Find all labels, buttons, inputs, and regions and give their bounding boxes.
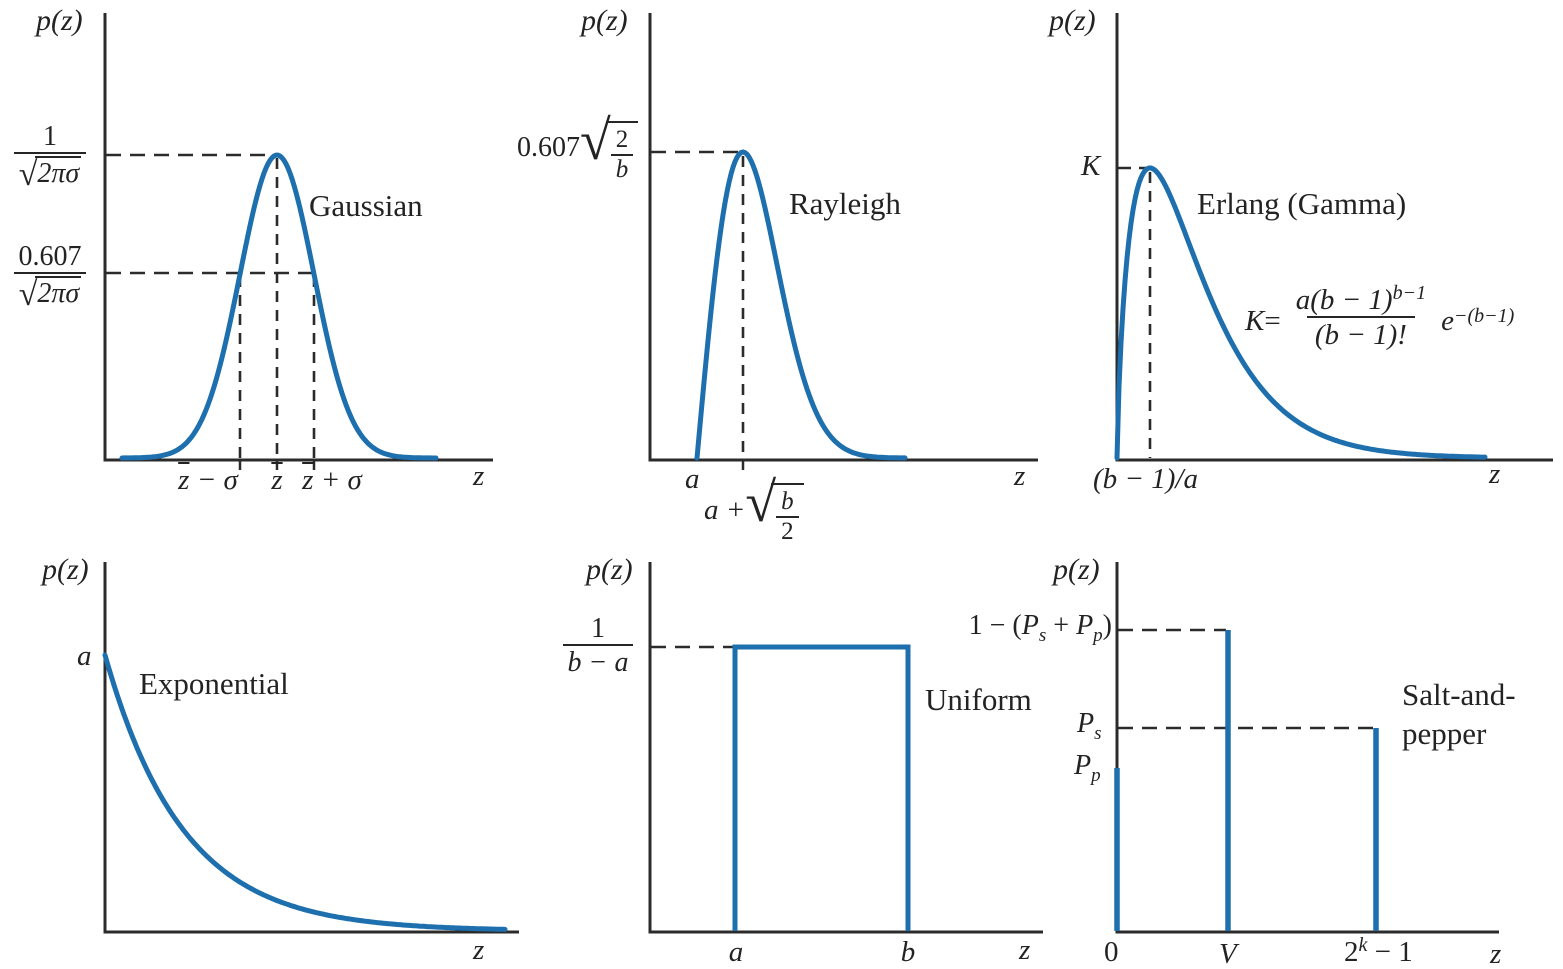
formula-lhs: K [1245, 305, 1265, 337]
uniform-ytick-height: 1 b − a [548, 613, 648, 678]
prefix: a + [704, 494, 746, 526]
gaussian-curve [119, 152, 439, 461]
salt-xtick-V: V [1219, 938, 1237, 969]
fraction-denominator: b [610, 153, 634, 184]
salt-curve-label-line1: Salt-and- [1402, 677, 1516, 712]
fraction-numerator: 1 [43, 121, 57, 152]
salt-xaxis-title: z [1490, 938, 1502, 969]
rayleigh-curve-label: Rayleigh [789, 186, 901, 221]
fraction-denominator: 2 [776, 515, 799, 546]
salt-xtick-max: 2k − 1 [1344, 934, 1413, 968]
exponential-curve-label: Exponential [139, 666, 289, 701]
rayleigh-xaxis-title: z [1014, 460, 1026, 492]
erlang-xtick-peak: (b − 1)/a [1093, 463, 1198, 495]
salt-ytick-Pp: Pp [1074, 750, 1101, 786]
erlang-curve-label: Erlang (Gamma) [1197, 186, 1407, 221]
gaussian-xtick-zplus: z + σ [302, 464, 362, 496]
salt-yaxis-title: p(z) [1053, 553, 1100, 586]
fraction-numerator: a(b − 1) [1295, 284, 1393, 316]
gaussian-curve-label: Gaussian [309, 188, 423, 223]
exponential-ytick-a: a [77, 640, 92, 672]
fraction-denominator: (b − 1)! [1306, 316, 1415, 351]
uniform-xtick-b: b [900, 936, 916, 968]
e-exponent: −(b−1) [1453, 305, 1515, 327]
salt-ytick-Ps: Ps [1077, 708, 1102, 744]
salt-ytick-v-level: 1 − (Ps + Pp) [968, 610, 1112, 646]
rayleigh-xtick-a: a [685, 463, 700, 495]
gaussian-ytick-sigma: 0.607 √ 2πσ [0, 241, 100, 312]
fraction-numerator: b [781, 488, 794, 515]
rayleigh-yaxis-title: p(z) [581, 4, 628, 37]
gaussian-yaxis-title: p(z) [36, 4, 83, 37]
rayleigh-curve [694, 149, 908, 461]
exponential-xaxis-title: z [473, 934, 485, 966]
gaussian-xtick-zminus: z − σ [178, 464, 238, 496]
fraction-denominator: b − a [562, 644, 634, 678]
sqrt-icon: √ [580, 110, 611, 172]
erlang-ytick-K: K [1081, 150, 1101, 182]
coefficient: 0.607 [517, 132, 580, 163]
sqrt-icon: √ [745, 472, 777, 534]
fraction-numerator: 1 [591, 613, 605, 644]
numerator-exponent: b−1 [1392, 282, 1427, 304]
gaussian-xaxis-title: z [473, 460, 485, 492]
exponential-curve [102, 652, 508, 932]
salt-curve-label-line2: pepper [1402, 716, 1487, 751]
fraction-numerator: 2 [615, 126, 629, 153]
uniform-curve-label: Uniform [925, 682, 1032, 717]
uniform-rect [732, 644, 911, 931]
fraction-denominator: 2πσ [35, 156, 82, 190]
erlang-K-formula: K = a(b − 1)b−1 (b − 1)! e −(b−1) [1245, 282, 1515, 352]
equals-sign: = [1264, 305, 1281, 337]
exponential-yaxis-title: p(z) [42, 553, 89, 586]
gaussian-ytick-peak: 1 √ 2πσ [0, 121, 100, 192]
fraction-denominator: 2πσ [35, 276, 82, 310]
salt-xtick-0: 0 [1104, 936, 1119, 968]
uniform-xtick-a: a [728, 936, 744, 968]
uniform-yaxis-title: p(z) [586, 553, 633, 586]
erlang-curve [1114, 165, 1488, 461]
e-symbol: e [1441, 305, 1454, 337]
erlang-yaxis-title: p(z) [1049, 4, 1096, 37]
erlang-xaxis-title: z [1489, 458, 1501, 490]
fraction-numerator: 0.607 [18, 241, 82, 272]
gaussian-xtick-zbar: z [271, 464, 283, 496]
uniform-xaxis-title: z [1019, 934, 1031, 966]
